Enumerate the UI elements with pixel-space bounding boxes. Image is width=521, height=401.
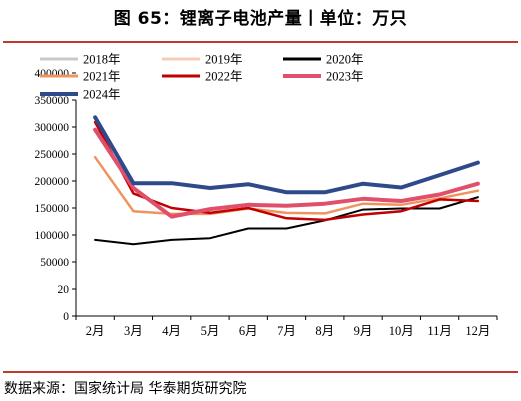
x-tick-label: 5月 (201, 324, 220, 338)
y-tick-label: 250000 (35, 149, 70, 161)
series-line-2024年 (93, 115, 480, 195)
x-tick-label: 11月 (427, 324, 452, 338)
legend-label: 2019年 (205, 53, 243, 67)
title-divider (3, 41, 518, 43)
figure-title: 图 65：锂离子电池产量丨单位：万只 (113, 9, 408, 29)
legend-label: 2023年 (326, 70, 364, 84)
x-tick-label: 3月 (124, 324, 143, 338)
legend-label: 2018年 (83, 53, 121, 67)
y-tick-label: 350000 (35, 95, 70, 107)
x-tick-label: 2月 (86, 324, 105, 338)
x-tick-label: 9月 (354, 324, 373, 338)
y-tick-label: 50000 (40, 257, 69, 269)
y-tick-label: 300000 (35, 122, 70, 134)
y-tick-label: 400000 (35, 68, 70, 80)
x-tick-label: 12月 (465, 324, 490, 338)
legend-label: 2020年 (326, 53, 364, 67)
y-tick-label: 150000 (35, 203, 70, 215)
x-tick-label: 7月 (277, 324, 296, 338)
x-tick-label: 4月 (162, 324, 181, 338)
series-line-2021年 (93, 155, 480, 216)
legend-label: 2024年 (83, 88, 121, 102)
y-tick-label: 0 (63, 311, 69, 323)
data-source-note: 数据来源：国家统计局 华泰期货研究院 (4, 381, 247, 397)
x-tick-label: 10月 (389, 324, 414, 338)
y-tick-label: 200000 (35, 176, 70, 188)
y-tick-label: 20 (58, 284, 70, 296)
series-line-2022年 (93, 120, 480, 222)
y-tick-label: 100000 (35, 230, 70, 242)
source-divider (3, 371, 518, 373)
x-tick-label: 8月 (315, 324, 334, 338)
series-line-2023年 (93, 127, 480, 219)
legend-label: 2021年 (83, 70, 121, 84)
x-tick-label: 6月 (239, 324, 258, 338)
legend-label: 2022年 (205, 70, 243, 84)
